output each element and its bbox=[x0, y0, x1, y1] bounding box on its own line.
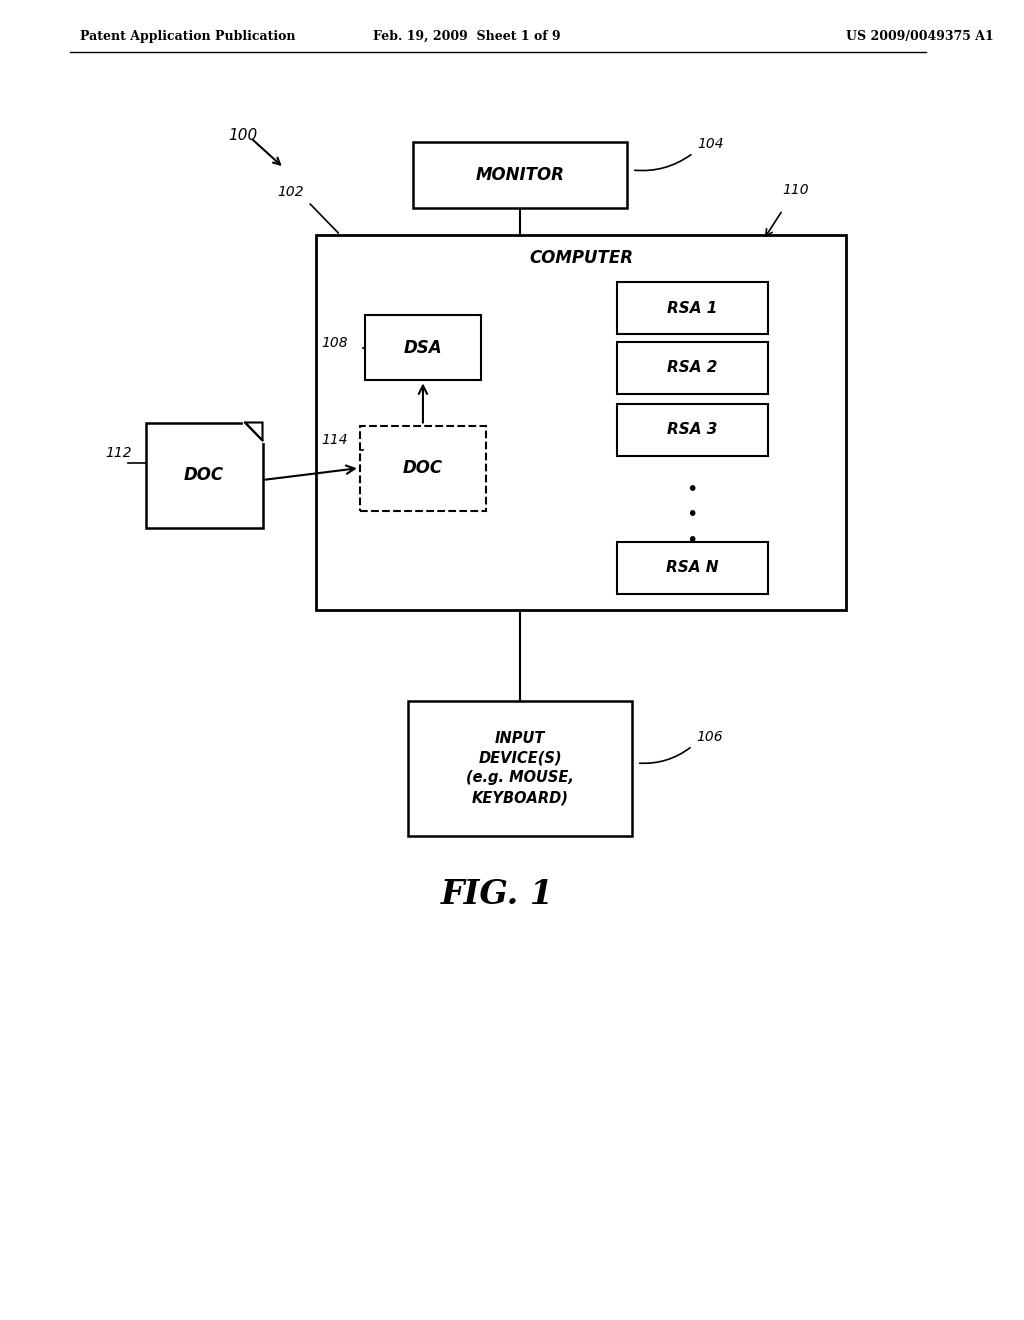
Bar bbox=[616, 282, 768, 334]
Text: DSA: DSA bbox=[403, 339, 442, 356]
Text: Feb. 19, 2009  Sheet 1 of 9: Feb. 19, 2009 Sheet 1 of 9 bbox=[373, 30, 560, 44]
Bar bbox=[145, 422, 262, 528]
Text: DOC: DOC bbox=[184, 466, 224, 484]
Bar bbox=[616, 543, 768, 594]
Text: RSA N: RSA N bbox=[666, 561, 719, 576]
Text: DOC: DOC bbox=[402, 459, 443, 477]
Polygon shape bbox=[245, 422, 262, 441]
Text: •: • bbox=[686, 506, 698, 524]
Bar bbox=[316, 235, 846, 610]
Text: US 2009/0049375 A1: US 2009/0049375 A1 bbox=[846, 30, 993, 44]
Text: FIG. 1: FIG. 1 bbox=[441, 879, 554, 912]
Text: •: • bbox=[686, 531, 698, 549]
Text: 108: 108 bbox=[321, 337, 347, 350]
Text: •: • bbox=[686, 480, 698, 499]
Bar bbox=[616, 342, 768, 393]
Text: 114: 114 bbox=[321, 433, 347, 447]
Text: COMPUTER: COMPUTER bbox=[529, 249, 633, 267]
Text: RSA 2: RSA 2 bbox=[667, 360, 718, 375]
Bar bbox=[359, 425, 486, 511]
Bar bbox=[409, 701, 632, 836]
Text: INPUT
DEVICE(S)
(e.g. MOUSE,
KEYBOARD): INPUT DEVICE(S) (e.g. MOUSE, KEYBOARD) bbox=[466, 731, 574, 805]
Text: 102: 102 bbox=[278, 185, 304, 199]
Text: 106: 106 bbox=[696, 730, 723, 744]
Bar bbox=[365, 315, 481, 380]
Text: Patent Application Publication: Patent Application Publication bbox=[80, 30, 295, 44]
Text: 110: 110 bbox=[782, 183, 809, 197]
Bar bbox=[616, 404, 768, 455]
Text: 104: 104 bbox=[697, 137, 724, 150]
Text: 100: 100 bbox=[228, 128, 258, 143]
Text: RSA 1: RSA 1 bbox=[667, 301, 718, 315]
Text: MONITOR: MONITOR bbox=[476, 166, 564, 183]
Text: 112: 112 bbox=[105, 446, 132, 459]
Text: RSA 3: RSA 3 bbox=[667, 422, 718, 437]
Bar bbox=[414, 143, 627, 207]
